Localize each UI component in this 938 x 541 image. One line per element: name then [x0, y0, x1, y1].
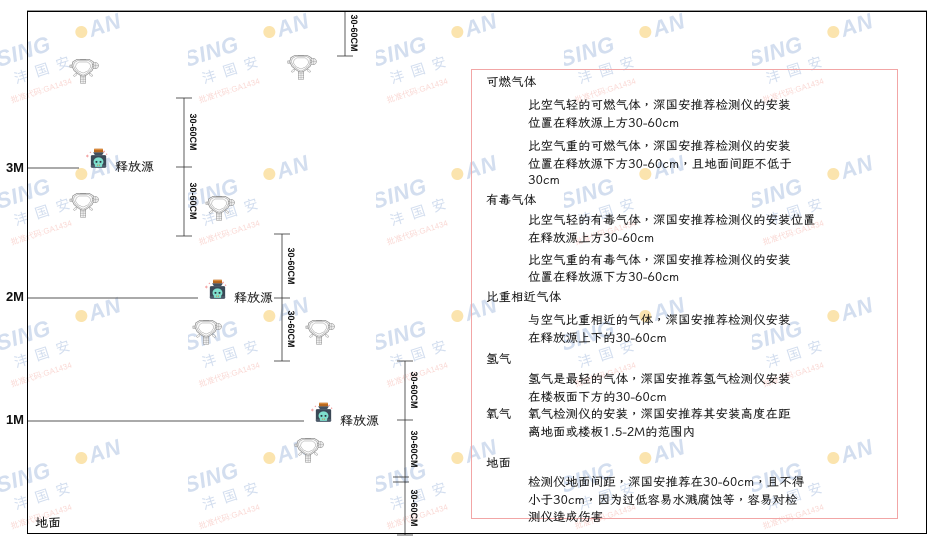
- svg-text:2M: 2M: [6, 289, 24, 304]
- svg-text:1M: 1M: [6, 412, 24, 427]
- svg-text:3M: 3M: [6, 160, 24, 175]
